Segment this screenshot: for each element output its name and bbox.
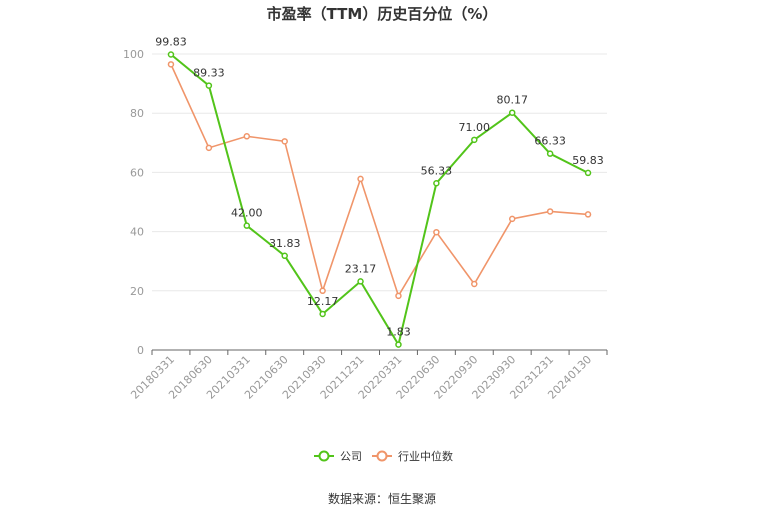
- data-point[interactable]: [584, 211, 592, 218]
- data-point[interactable]: [508, 215, 516, 223]
- data-point[interactable]: [205, 144, 213, 152]
- legend-item-1[interactable]: 行业中位数: [372, 449, 453, 463]
- series-line-1: [170, 64, 589, 298]
- y-tick-label: 0: [137, 344, 144, 357]
- data-label: 12.17: [307, 295, 339, 308]
- data-point[interactable]: [319, 287, 326, 295]
- data-point[interactable]: [395, 292, 402, 300]
- data-point[interactable]: [167, 61, 175, 68]
- data-label: 31.83: [269, 237, 301, 250]
- legend-label: 公司: [340, 450, 362, 463]
- data-point[interactable]: [167, 51, 175, 58]
- data-source: 数据来源：恒生聚源: [328, 491, 436, 506]
- y-tick-label: 40: [130, 226, 144, 239]
- data-point[interactable]: [471, 136, 478, 144]
- data-label: 23.17: [345, 262, 377, 275]
- grid: [152, 53, 607, 292]
- data-point[interactable]: [243, 133, 251, 140]
- series-line-0: [170, 53, 589, 348]
- data-label: 71.00: [459, 121, 491, 134]
- data-label: 99.83: [155, 36, 187, 49]
- data-point[interactable]: [243, 222, 251, 229]
- data-point[interactable]: [546, 208, 554, 215]
- y-axis: 0 20 40 60 80 100: [123, 48, 144, 357]
- data-point[interactable]: [546, 150, 554, 157]
- data-label: 66.33: [534, 135, 566, 148]
- data-point[interactable]: [471, 280, 478, 288]
- legend[interactable]: 公司 行业中位数: [314, 449, 453, 463]
- series-group: [167, 51, 592, 348]
- legend-label: 行业中位数: [398, 449, 453, 463]
- data-point[interactable]: [281, 138, 288, 145]
- legend-swatch-marker: [376, 450, 388, 462]
- data-label: 80.17: [496, 94, 528, 107]
- x-axis: 2018033120180630202103312021063020210930…: [128, 349, 608, 402]
- y-tick-label: 100: [123, 48, 144, 61]
- data-point[interactable]: [508, 109, 516, 116]
- data-label: 59.83: [572, 154, 604, 167]
- data-point[interactable]: [395, 341, 402, 348]
- data-point[interactable]: [433, 228, 440, 236]
- data-labels: 99.83 89.33 42.00 31.83 12.17 23.17 1.83 56.33 7…: [155, 36, 604, 339]
- chart-title: 市盈率（TTM）历史百分位（%）: [267, 5, 498, 23]
- data-point[interactable]: [584, 169, 592, 177]
- legend-item-0[interactable]: 公司: [314, 450, 362, 463]
- data-label: 42.00: [231, 207, 263, 220]
- data-point[interactable]: [357, 175, 364, 183]
- data-label: 1.83: [386, 326, 411, 339]
- data-label: 56.33: [421, 164, 453, 177]
- data-point[interactable]: [433, 180, 440, 187]
- data-point[interactable]: [357, 278, 364, 285]
- y-tick-label: 20: [130, 285, 144, 298]
- y-tick-label: 80: [130, 107, 144, 120]
- legend-swatch-marker: [318, 450, 330, 462]
- data-point[interactable]: [319, 310, 326, 318]
- data-point[interactable]: [205, 82, 213, 89]
- data-label: 89.33: [193, 67, 225, 80]
- y-tick-label: 60: [130, 166, 144, 179]
- data-point[interactable]: [281, 252, 288, 260]
